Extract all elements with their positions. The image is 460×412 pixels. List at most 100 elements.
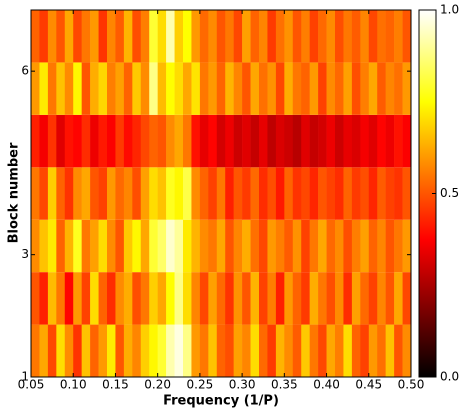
heatmap-cell	[275, 219, 285, 273]
heatmap-cell	[90, 62, 99, 115]
heatmap-cell	[98, 62, 108, 115]
y-tick-label: 1	[21, 370, 29, 384]
heatmap-cell	[199, 114, 209, 168]
heatmap-cell	[166, 114, 175, 168]
heatmap-cell	[233, 272, 243, 325]
heatmap-cell	[360, 10, 370, 63]
heatmap-cell	[115, 272, 125, 325]
heatmap-cell	[292, 114, 302, 168]
heatmap-cell	[98, 272, 108, 325]
heatmap-cell	[98, 219, 108, 273]
heatmap-cell	[284, 114, 294, 168]
heatmap-cell	[225, 272, 234, 325]
heatmap-cell	[402, 10, 412, 63]
heatmap-cell	[56, 324, 66, 377]
heatmap-cell	[301, 62, 310, 115]
heatmap-cell	[174, 167, 184, 220]
heatmap-cell	[309, 10, 319, 63]
heatmap-cell	[335, 114, 344, 168]
heatmap-cell	[174, 10, 184, 63]
heatmap-cell	[115, 10, 125, 63]
heatmap-cell	[351, 62, 361, 115]
heatmap-cell	[149, 114, 158, 168]
heatmap-cell	[123, 324, 133, 377]
heatmap-cell	[199, 272, 209, 325]
heatmap-cell	[242, 219, 251, 273]
heatmap-cell	[115, 114, 125, 168]
heatmap-cell	[64, 324, 74, 377]
heatmap-cell	[233, 167, 243, 220]
heatmap-cell	[301, 324, 310, 377]
heatmap-cell	[225, 10, 234, 63]
heatmap-cell	[275, 10, 285, 63]
heatmap-cell	[64, 114, 74, 168]
heatmap-cell	[73, 272, 82, 325]
heatmap-cell	[90, 167, 99, 220]
heatmap-cell	[98, 324, 108, 377]
heatmap-cell	[284, 324, 294, 377]
heatmap-cell	[368, 324, 378, 377]
heatmap-cell	[149, 324, 158, 377]
heatmap-cell	[402, 167, 412, 220]
heatmap-cell	[107, 167, 116, 220]
heatmap-cell	[98, 10, 108, 63]
heatmap-cell	[81, 114, 91, 168]
heatmap-cell	[377, 324, 386, 377]
heatmap-cell	[301, 219, 310, 273]
heatmap-cell	[166, 62, 175, 115]
heatmap-cell	[267, 167, 277, 220]
heatmap-cell	[368, 219, 378, 273]
heatmap-cell	[351, 219, 361, 273]
heatmap-cell	[47, 62, 57, 115]
heatmap-cell	[47, 324, 57, 377]
colorbar-tick-label: 0.5	[440, 186, 459, 200]
heatmap-cell	[360, 62, 370, 115]
heatmap-cell	[250, 114, 260, 168]
heatmap-cell	[183, 10, 192, 63]
heatmap-cell	[166, 219, 175, 273]
heatmap-cell	[318, 324, 327, 377]
heatmap-cell	[284, 167, 294, 220]
heatmap-cell	[149, 10, 158, 63]
heatmap-cell	[326, 167, 336, 220]
heatmap-cell	[233, 62, 243, 115]
heatmap-cell	[31, 219, 40, 273]
heatmap-cell	[402, 62, 412, 115]
heatmap-cell	[402, 219, 412, 273]
heatmap-cell	[98, 114, 108, 168]
heatmap-cell	[39, 219, 49, 273]
heatmap-cell	[132, 272, 142, 325]
heatmap-cell	[115, 219, 125, 273]
heatmap	[31, 10, 412, 377]
heatmap-cell	[216, 10, 226, 63]
heatmap-cell	[309, 272, 319, 325]
heatmap-cell	[259, 272, 268, 325]
heatmap-cell	[31, 324, 40, 377]
heatmap-cell	[166, 324, 175, 377]
heatmap-cell	[73, 62, 82, 115]
heatmap-cell	[301, 167, 310, 220]
heatmap-cell	[309, 167, 319, 220]
heatmap-cell	[64, 62, 74, 115]
heatmap-cell	[56, 62, 66, 115]
heatmap-cell	[292, 324, 302, 377]
heatmap-cell	[267, 114, 277, 168]
heatmap-cell	[225, 324, 234, 377]
heatmap-cell	[73, 219, 82, 273]
colorbar-tick-label: 1.0	[440, 3, 459, 17]
heatmap-cell	[191, 272, 201, 325]
heatmap-cell	[343, 167, 353, 220]
heatmap-cell	[326, 10, 336, 63]
heatmap-cell	[225, 219, 234, 273]
heatmap-cell	[107, 272, 116, 325]
heatmap-cell	[183, 272, 192, 325]
heatmap-cell	[233, 10, 243, 63]
heatmap-cell	[199, 10, 209, 63]
heatmap-cell	[335, 167, 344, 220]
x-tick-label: 0.30	[229, 378, 256, 392]
heatmap-cell	[208, 272, 218, 325]
heatmap-cell	[107, 62, 116, 115]
heatmap-cell	[132, 324, 142, 377]
heatmap-cell	[377, 114, 386, 168]
heatmap-cell	[31, 114, 40, 168]
